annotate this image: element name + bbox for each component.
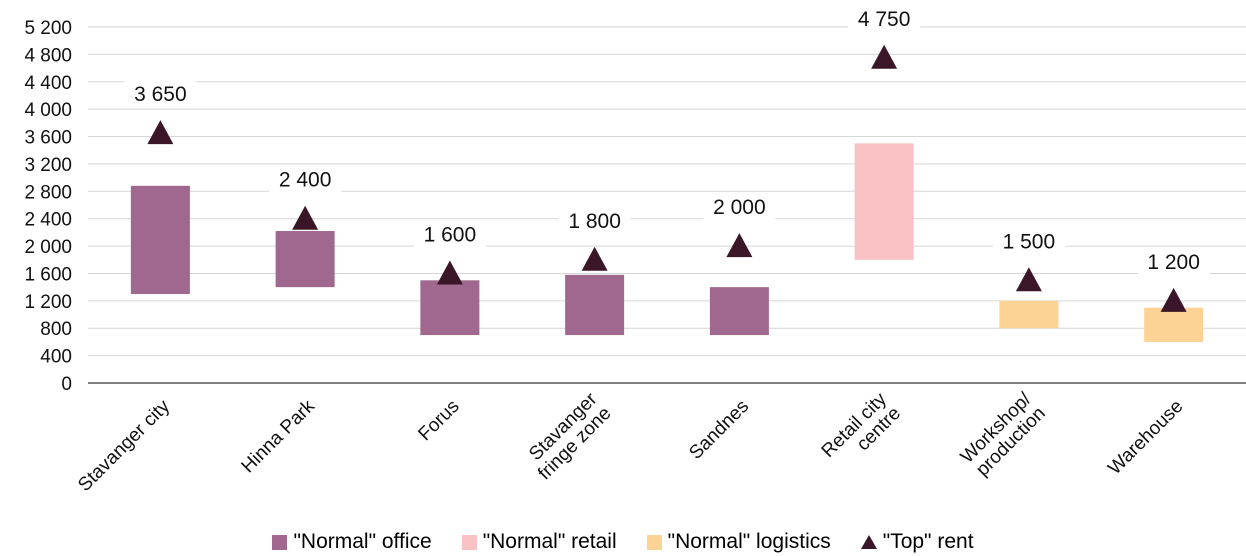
data-label-bg: [413, 221, 486, 249]
y-tick-label: 2 400: [24, 210, 72, 231]
data-label: 1 500: [1003, 230, 1056, 253]
range-bar: [709, 287, 769, 336]
top-rent-marker: [292, 205, 319, 230]
legend-triangle-icon: [860, 535, 877, 549]
legend-label-logistics: "Normal" logistics: [667, 530, 831, 553]
legend-swatch-office: [272, 534, 288, 550]
data-label-bg: [269, 166, 342, 194]
y-tick-label: 3 600: [24, 128, 72, 149]
category-label-line: Warehouse: [1104, 396, 1187, 479]
y-tick-label: 0: [61, 374, 72, 395]
category-label-line: Hinna Park: [238, 396, 320, 478]
legend-item-logistics: "Normal" logistics: [646, 530, 831, 554]
data-label: 1 800: [568, 210, 621, 233]
category-label: Workshop/production: [957, 388, 1050, 481]
top-rent-marker: [1015, 267, 1042, 292]
data-label-bg: [1137, 248, 1210, 276]
range-bar: [854, 143, 914, 260]
top-rent-marker: [581, 246, 608, 271]
category-label: Forus: [414, 396, 463, 445]
data-label: 3 650: [134, 83, 187, 106]
y-tick-label: 2 800: [24, 182, 72, 203]
category-label: Stavangerfringe zone: [520, 388, 616, 484]
data-label-bg: [992, 228, 1065, 256]
category-label: Warehouse: [1104, 396, 1187, 479]
y-tick-label: 3 200: [24, 155, 72, 176]
range-bar: [420, 280, 480, 336]
data-label-bg: [558, 207, 631, 235]
legend-label-retail: "Normal" retail: [482, 530, 617, 553]
y-tick-label: 4 000: [24, 100, 72, 121]
category-label: Retail citycentre: [818, 389, 906, 477]
range-bar: [275, 231, 335, 288]
legend: "Normal" office "Normal" retail "Normal"…: [0, 528, 1246, 556]
data-label-bg: [848, 5, 921, 33]
top-rent-marker: [147, 120, 174, 145]
data-label: 2 400: [279, 169, 332, 192]
legend-item-office: "Normal" office: [272, 530, 432, 554]
data-label-bg: [124, 81, 197, 109]
legend-label-top-rent: "Top" rent: [882, 530, 974, 553]
category-label: Hinna Park: [238, 396, 320, 478]
category-label: Stavanger city: [74, 396, 174, 496]
legend-swatch-retail: [461, 534, 477, 550]
top-rent-marker: [1160, 287, 1187, 312]
y-tick-label: 1 600: [24, 264, 72, 285]
y-tick-label: 4 400: [24, 73, 72, 94]
legend-item-retail: "Normal" retail: [461, 530, 617, 554]
data-label: 1 600: [424, 223, 477, 246]
range-bar: [565, 274, 625, 336]
top-rent-marker: [726, 233, 753, 258]
top-rent-marker: [436, 260, 463, 285]
legend-swatch-logistics: [646, 534, 662, 550]
category-label-line: Sandnes: [685, 396, 753, 464]
data-label: 1 200: [1147, 251, 1200, 274]
y-tick-label: 800: [40, 319, 72, 340]
top-rent-marker: [871, 44, 898, 69]
y-tick-label: 2 000: [24, 237, 72, 258]
category-label-line: Forus: [414, 396, 463, 445]
category-label: Sandnes: [685, 396, 753, 464]
data-label-bg: [703, 194, 776, 222]
category-label-line: Stavanger city: [74, 396, 174, 496]
legend-label-office: "Normal" office: [293, 530, 432, 553]
data-label: 4 750: [858, 8, 911, 31]
y-tick-label: 400: [40, 347, 72, 368]
y-tick-label: 5 200: [24, 18, 72, 39]
data-label: 2 000: [713, 196, 766, 219]
y-tick-label: 4 800: [24, 45, 72, 66]
range-bar: [1144, 307, 1204, 342]
range-bar: [999, 300, 1059, 329]
legend-item-top-rent: "Top" rent: [860, 530, 974, 554]
y-tick-label: 1 200: [24, 292, 72, 313]
range-bar: [130, 185, 190, 294]
